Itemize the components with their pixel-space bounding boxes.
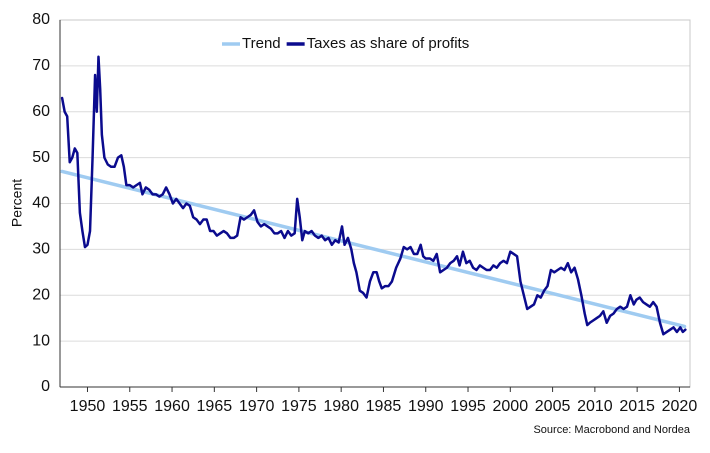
y-axis-label: Percent (9, 179, 25, 227)
data-line (60, 169, 687, 329)
x-tick-label: 1990 (408, 398, 444, 415)
x-tick-label: 1960 (154, 398, 190, 415)
x-tick-label: 2020 (662, 398, 698, 415)
x-tick-label: 1965 (197, 398, 233, 415)
source: Source: Macrobond and Nordea (533, 424, 690, 436)
x-tick-label: 1985 (366, 398, 402, 415)
x-tick-label: 2005 (535, 398, 571, 415)
y-tick-label: 50 (32, 149, 50, 166)
y-tick-label: 30 (32, 241, 50, 258)
y-tick-label: 10 (32, 332, 50, 349)
x-tick-label: 2015 (619, 398, 655, 415)
data-line (60, 55, 687, 336)
x-tick-label: 1955 (112, 398, 148, 415)
y-tick-label: 70 (32, 57, 50, 74)
x-tick-label: 2010 (577, 398, 613, 415)
x-tick-label: 2000 (493, 398, 529, 415)
legend-label: Trend (242, 35, 281, 52)
y-tick-label: 20 (32, 286, 50, 303)
x-tick-label: 1975 (281, 398, 317, 415)
x-tick-label: 1970 (239, 398, 275, 415)
x-tick-label: 1995 (450, 398, 486, 415)
x-tick-label: 1950 (70, 398, 106, 415)
legend-label: Taxes as share of profits (307, 35, 470, 52)
y-tick-label: 0 (41, 378, 50, 395)
x-tick-label: 1980 (323, 398, 359, 415)
y-tick-label: 40 (32, 195, 50, 212)
y-tick-label: 60 (32, 103, 50, 120)
y-tick-label: 80 (32, 11, 50, 28)
